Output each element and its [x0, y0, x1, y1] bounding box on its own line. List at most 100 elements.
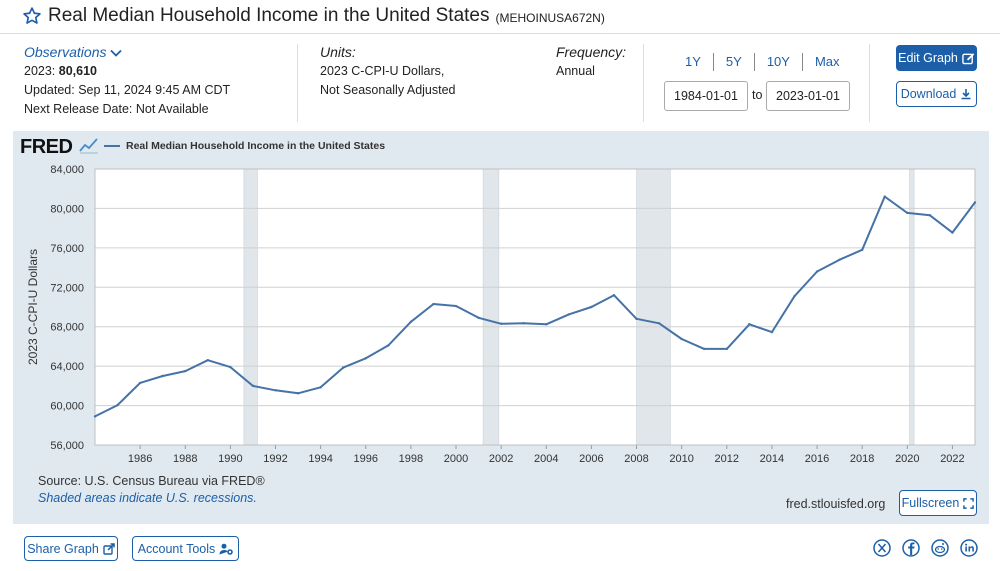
- frequency-value: Annual: [556, 64, 595, 78]
- data-point: [567, 313, 571, 316]
- range-1y-button[interactable]: 1Y: [673, 53, 714, 71]
- x-tick-label: 2004: [534, 453, 558, 465]
- date-range-to-label: to: [752, 88, 763, 102]
- fullscreen-button[interactable]: Fullscreen: [899, 490, 977, 516]
- data-point: [793, 294, 796, 298]
- y-tick-label: 72,000: [50, 282, 84, 294]
- data-point: [860, 248, 864, 252]
- data-point: [93, 415, 97, 418]
- page-title: Real Median Household Income in the Unit…: [48, 5, 490, 26]
- data-point: [387, 344, 390, 347]
- units-panel: Units: 2023 C-CPI-U Dollars, Not Seasona…: [320, 43, 456, 100]
- account-tools-button[interactable]: Account Tools: [132, 536, 239, 561]
- legend-swatch: [104, 145, 120, 147]
- latest-value: 80,610: [58, 64, 97, 78]
- fred-logo: FRED: [20, 136, 99, 159]
- range-max-button[interactable]: Max: [814, 54, 840, 69]
- x-tick-label: 2002: [489, 453, 513, 465]
- legend-label: Real Median Household Income in the Unit…: [126, 140, 386, 152]
- divider: [869, 44, 870, 122]
- x-tick-label: 1990: [218, 453, 242, 465]
- plot-area: [95, 169, 975, 445]
- fred-site-link[interactable]: fred.stlouisfed.org: [786, 497, 886, 511]
- data-point: [770, 330, 774, 334]
- data-point: [229, 365, 232, 369]
- edit-graph-button[interactable]: Edit Graph: [896, 45, 977, 71]
- x-tick-label: 2010: [669, 453, 693, 465]
- observations-toggle[interactable]: Observations: [24, 43, 230, 62]
- source-text: Source: U.S. Census Bureau via FRED®: [38, 474, 265, 488]
- y-tick-label: 80,000: [50, 203, 84, 215]
- y-axis-label: 2023 C-CPI-U Dollars: [26, 249, 40, 365]
- x-tick-label: 2012: [715, 453, 739, 465]
- data-point: [319, 386, 322, 389]
- fred-logo-chart-icon: [78, 138, 98, 154]
- start-date-input[interactable]: 1984-01-01: [664, 81, 748, 111]
- line-chart: 56,000 60,000 64,000 68,000 72,000 76,000 80,0…: [26, 164, 977, 465]
- download-label: Download: [900, 87, 957, 101]
- updated-text: Updated: Sep 11, 2024 9:45 AM CDT: [24, 83, 231, 97]
- x-tick-label: 1992: [263, 453, 287, 465]
- star-icon[interactable]: [22, 6, 42, 26]
- x-tick-label: 2014: [760, 453, 784, 465]
- data-point: [928, 214, 932, 217]
- share-graph-label: Share Graph: [27, 541, 99, 556]
- data-point: [951, 231, 954, 234]
- data-point: [477, 316, 480, 320]
- recession-band-2: [636, 168, 671, 446]
- x-tick-label: 1996: [354, 453, 378, 465]
- share-graph-button[interactable]: Share Graph: [24, 536, 118, 561]
- units-line-1: 2023 C-CPI-U Dollars,: [320, 64, 445, 78]
- data-point: [680, 337, 683, 341]
- range-buttons: 1Y 5Y 10Y Max: [673, 53, 852, 71]
- x-tick-label: 2018: [850, 453, 874, 465]
- user-gear-icon: [219, 543, 234, 555]
- data-point: [454, 304, 458, 308]
- header-divider: [0, 33, 1000, 34]
- data-point: [138, 381, 142, 385]
- x-icon[interactable]: [873, 539, 891, 557]
- linkedin-icon[interactable]: [960, 539, 978, 557]
- facebook-icon[interactable]: [902, 539, 920, 557]
- y-tick-label: 56,000: [50, 440, 84, 452]
- range-10y-button[interactable]: 10Y: [755, 53, 803, 71]
- edit-graph-label: Edit Graph: [898, 51, 958, 65]
- y-tick-label: 84,000: [50, 164, 84, 176]
- x-tick-label: 2022: [940, 453, 964, 465]
- data-point: [116, 403, 119, 407]
- data-point: [612, 293, 616, 297]
- end-date-input[interactable]: 2023-01-01: [766, 81, 850, 111]
- observations-heading: Observations: [24, 44, 107, 60]
- series-line-0: [94, 195, 976, 418]
- reddit-icon[interactable]: [931, 539, 949, 557]
- y-tick-label: 68,000: [50, 322, 84, 334]
- data-point: [409, 320, 413, 323]
- data-point: [635, 317, 638, 321]
- fullscreen-icon: [963, 497, 975, 509]
- download-button[interactable]: Download: [896, 81, 977, 107]
- x-tick-label: 2016: [805, 453, 829, 465]
- data-point: [973, 201, 977, 204]
- latest-observation: 2023: 80,610: [24, 62, 230, 81]
- account-tools-label: Account Tools: [137, 541, 216, 556]
- data-point: [838, 258, 841, 261]
- series-id: (MEHOINUSA672N): [495, 10, 605, 25]
- fred-logo-text: FRED: [20, 136, 73, 158]
- data-point: [432, 302, 435, 306]
- observations-panel: Observations 2023: 80,610 Updated: Sep 1…: [24, 43, 230, 119]
- divider: [643, 44, 644, 122]
- range-5y-button[interactable]: 5Y: [714, 53, 755, 71]
- plot-border: [94, 168, 976, 446]
- recession-band-3: [909, 168, 915, 446]
- data-point: [657, 322, 661, 325]
- x-tick-label: 2020: [895, 453, 919, 465]
- data-point: [522, 322, 525, 325]
- recession-note: Shaded areas indicate U.S. recessions.: [38, 491, 257, 505]
- data-point: [883, 195, 886, 198]
- data-point: [274, 389, 277, 392]
- edit-icon: [962, 52, 975, 64]
- frequency-panel: Frequency: Annual: [556, 43, 626, 81]
- data-point: [342, 366, 345, 369]
- chart-legend: Real Median Household Income in the Unit…: [104, 140, 385, 152]
- title-row: Real Median Household Income in the Unit…: [22, 2, 605, 30]
